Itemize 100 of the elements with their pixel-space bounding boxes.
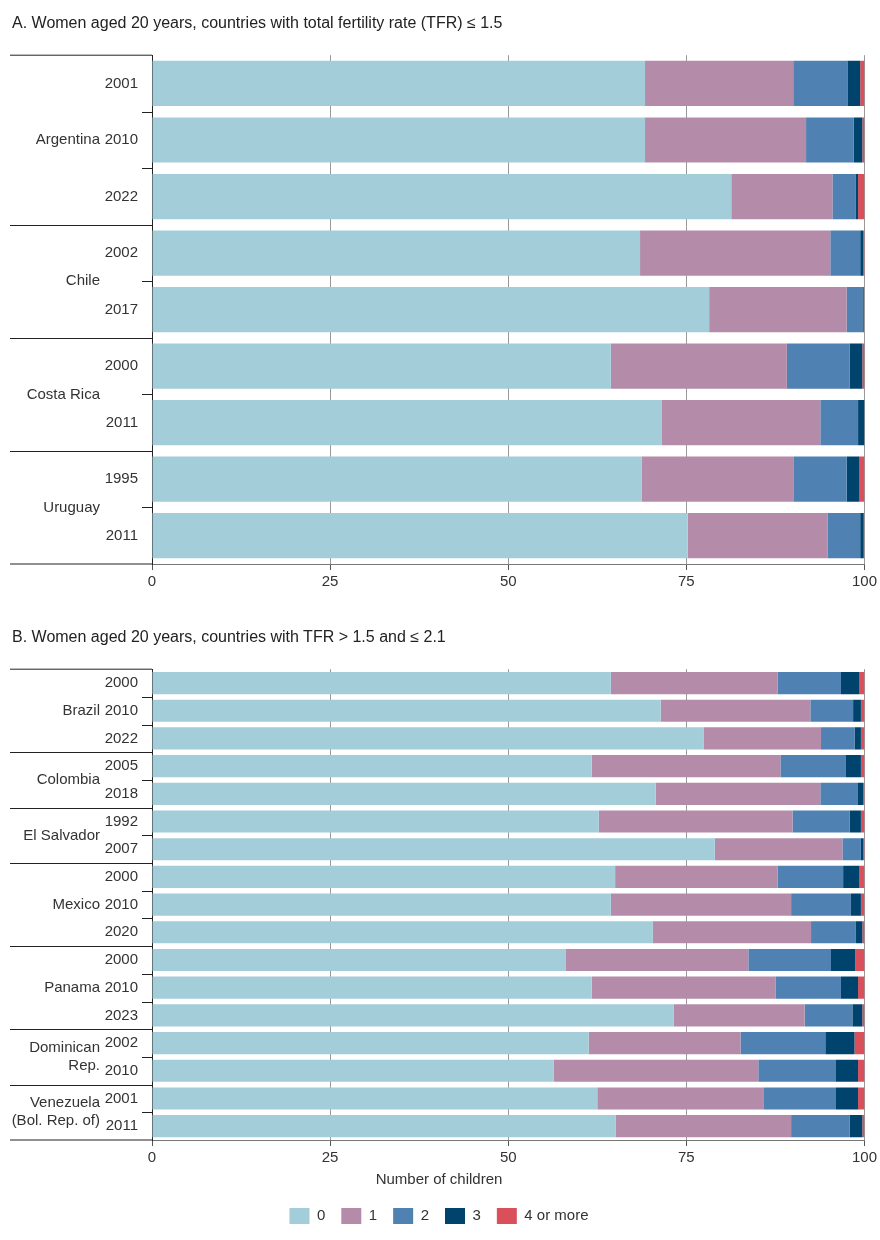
chart-title: A. Women aged 20 years, countries with total fertility rate (TFR) ≤ 1.5 [12, 14, 503, 32]
bar [652, 921, 812, 944]
bar [830, 230, 861, 276]
text: Costa Rica [26, 384, 101, 402]
bar [673, 1004, 805, 1027]
y-tick-label: 2000 [104, 673, 138, 691]
bar [862, 343, 865, 389]
text: Argentina [35, 130, 101, 148]
y-tick-label: 2018 [104, 783, 138, 801]
bar [840, 671, 860, 695]
y-tick-label: 2011 [105, 525, 138, 543]
y-tick-label: 2010 [104, 1060, 138, 1078]
bar [152, 1115, 616, 1138]
y-tick-label: 2020 [104, 922, 138, 940]
bar [847, 60, 861, 107]
y-tick-label: 2002 [104, 1033, 138, 1051]
bar [152, 1004, 674, 1027]
bar [858, 1059, 865, 1082]
bar [152, 727, 704, 750]
bar [152, 810, 599, 833]
bar [853, 699, 861, 722]
bar [152, 60, 646, 107]
bar [835, 1087, 859, 1110]
bar [591, 976, 776, 999]
y-tick-label: 2005 [104, 756, 138, 774]
bar [152, 513, 688, 559]
bar [597, 1087, 764, 1110]
bar [610, 893, 792, 916]
text: Chile [65, 271, 100, 289]
bar [615, 1115, 792, 1138]
bar [661, 400, 821, 446]
bar [786, 343, 850, 389]
bar [598, 810, 793, 833]
text: Colombia [36, 770, 101, 788]
bar [820, 782, 858, 805]
bar [820, 400, 859, 446]
legend-label: 1 [368, 1206, 378, 1224]
bar [862, 117, 865, 163]
bar [791, 893, 851, 916]
bar [843, 865, 860, 888]
bar [804, 1004, 853, 1027]
y-tick-label: 1995 [104, 469, 138, 487]
bar [152, 921, 653, 944]
bar [152, 699, 661, 722]
bar [152, 948, 566, 972]
bar [645, 117, 807, 163]
bar [152, 400, 662, 446]
bar [806, 117, 854, 163]
bar [853, 117, 863, 163]
bar [610, 671, 778, 695]
bar [811, 921, 856, 944]
bar [855, 173, 859, 220]
y-tick-label: 2000 [104, 950, 138, 968]
bar [152, 1031, 589, 1055]
bar [731, 173, 833, 220]
bar [859, 671, 865, 695]
bar [152, 117, 646, 163]
text: El Salvador [23, 825, 100, 843]
bar [859, 865, 865, 888]
bar [660, 699, 811, 722]
x-tick-label: 50 [499, 572, 517, 590]
bar [588, 1031, 741, 1055]
y-tick-label: 2010 [104, 977, 138, 995]
text: Uruguay [43, 497, 101, 515]
bar [740, 1031, 826, 1055]
y-tick-label: 2010 [104, 894, 138, 912]
bar [849, 810, 861, 833]
bar [831, 948, 856, 972]
y-tick-label: 2023 [104, 1005, 138, 1023]
bar [152, 671, 611, 695]
bar [792, 810, 850, 833]
y-tick-label: 2011 [105, 1116, 138, 1134]
x-tick-label: 75 [678, 572, 695, 590]
y-tick-label: 2010 [104, 700, 138, 718]
bar [591, 755, 781, 778]
bar [645, 60, 794, 107]
bar [845, 755, 861, 778]
bar [709, 286, 847, 333]
bar [748, 948, 831, 972]
bar [827, 513, 861, 559]
bar [703, 727, 822, 750]
x-tick-label: 100 [851, 572, 877, 590]
bar [857, 782, 864, 805]
bar [152, 456, 642, 502]
bar [565, 948, 749, 972]
bar [854, 1031, 865, 1055]
bar [152, 755, 592, 778]
text: Panama [44, 977, 101, 995]
bar [152, 343, 611, 389]
bar [821, 727, 855, 750]
y-tick-label: 2022 [104, 186, 138, 204]
bar [858, 1087, 865, 1110]
bar [152, 173, 732, 220]
y-tick-label: 2017 [104, 299, 138, 317]
bar [862, 1115, 865, 1138]
bar [615, 865, 778, 888]
legend-label: 4 or more [524, 1206, 589, 1224]
bar [152, 1059, 554, 1082]
bar [855, 921, 863, 944]
x-tick-label: 50 [499, 1148, 517, 1166]
